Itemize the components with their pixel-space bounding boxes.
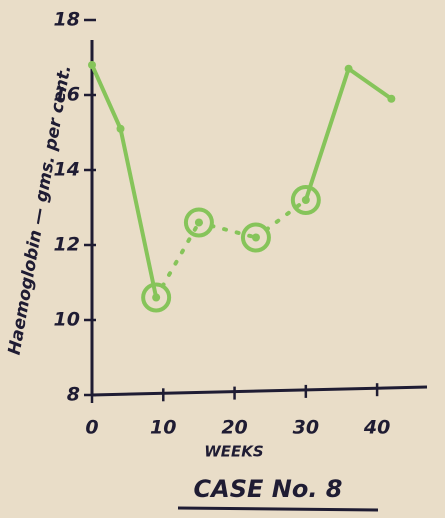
y-tick-label: 16 bbox=[54, 84, 80, 106]
point bbox=[387, 95, 395, 103]
x-tick-label: 20 bbox=[221, 417, 247, 439]
point bbox=[88, 61, 96, 69]
point bbox=[195, 219, 203, 227]
y-tick-label: 8 bbox=[67, 384, 80, 406]
chart: WEEKS Haemoglobin — gms. per cent. CASE … bbox=[0, 0, 445, 518]
point bbox=[252, 234, 260, 242]
y-tick-label: 10 bbox=[54, 309, 80, 331]
point bbox=[152, 294, 160, 302]
chart-title: CASE No. 8 bbox=[194, 475, 343, 503]
title-underline bbox=[178, 508, 378, 510]
y-tick-label: 12 bbox=[54, 234, 80, 256]
y-tick-label: 14 bbox=[54, 159, 80, 181]
point bbox=[302, 196, 310, 204]
point bbox=[345, 65, 353, 73]
point bbox=[117, 125, 125, 133]
x-axis-label: WEEKS bbox=[204, 443, 263, 461]
x-tick-label: 40 bbox=[363, 417, 390, 439]
x-tick-label: 0 bbox=[85, 417, 98, 439]
y-tick-label: 18 bbox=[54, 9, 80, 31]
x-tick-label: 10 bbox=[150, 417, 176, 439]
x-tick-label: 30 bbox=[293, 417, 319, 439]
